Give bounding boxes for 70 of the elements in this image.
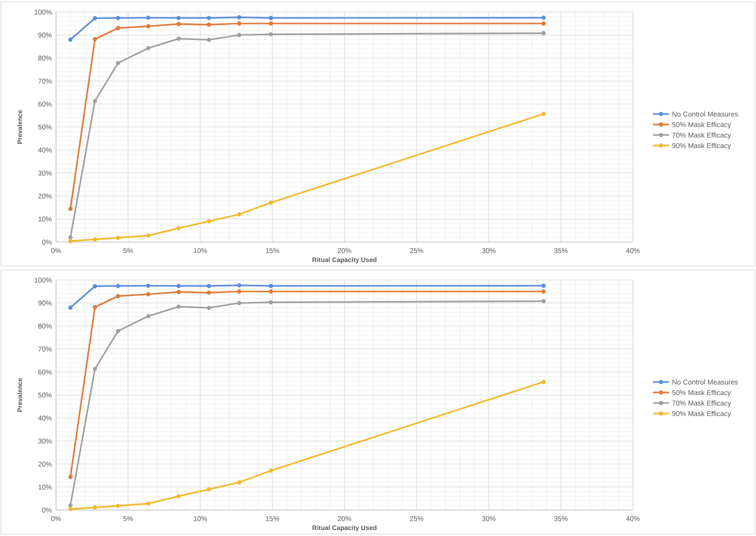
point: [146, 284, 150, 288]
point: [176, 290, 181, 294]
point: [176, 226, 181, 230]
point: [146, 24, 150, 28]
point: [116, 284, 120, 288]
point: [116, 60, 120, 66]
point: [92, 16, 98, 20]
point: [268, 289, 274, 294]
point: [541, 289, 546, 294]
point: [237, 300, 242, 306]
point: [206, 487, 212, 492]
point: [146, 292, 150, 296]
point: [206, 290, 212, 295]
point: [541, 16, 546, 20]
point: [176, 494, 181, 498]
point: [541, 21, 546, 26]
point: [116, 236, 120, 240]
point: [92, 37, 98, 42]
point: [268, 32, 274, 36]
point: [68, 37, 73, 42]
point: [268, 21, 274, 26]
point: [146, 233, 150, 238]
point: [237, 480, 242, 485]
point: [176, 36, 181, 41]
point: [237, 289, 242, 294]
point: [68, 206, 73, 211]
point: [92, 366, 98, 372]
point: [176, 16, 181, 20]
point: [116, 328, 120, 334]
point: [116, 294, 120, 298]
point: [68, 238, 73, 244]
point: [268, 284, 274, 288]
point: [541, 284, 546, 288]
point: [237, 283, 242, 288]
point: [116, 26, 120, 30]
point: [541, 380, 546, 384]
point: [206, 219, 212, 224]
point: [176, 22, 181, 26]
point: [92, 505, 98, 510]
point: [268, 300, 274, 304]
point: [176, 284, 181, 288]
point: [146, 501, 150, 506]
point: [68, 506, 73, 512]
point: [206, 306, 212, 310]
point: [68, 305, 73, 310]
point: [146, 46, 150, 50]
point: [541, 112, 546, 116]
point: [92, 305, 98, 310]
point: [206, 16, 212, 20]
point: [92, 237, 98, 242]
point: [237, 32, 242, 38]
point: [176, 304, 181, 309]
point: [541, 299, 546, 304]
point: [92, 284, 98, 288]
point: [237, 15, 242, 20]
point: [268, 468, 274, 473]
point: [268, 200, 274, 205]
point: [206, 22, 212, 27]
point: [206, 38, 212, 42]
point: [68, 474, 73, 479]
point: [116, 16, 120, 20]
point: [146, 16, 150, 20]
point: [146, 314, 150, 318]
point: [116, 504, 120, 508]
point: [237, 212, 242, 217]
point: [92, 98, 98, 104]
point: [237, 21, 242, 26]
point: [268, 16, 274, 20]
point: [541, 31, 546, 36]
point: [206, 284, 212, 288]
